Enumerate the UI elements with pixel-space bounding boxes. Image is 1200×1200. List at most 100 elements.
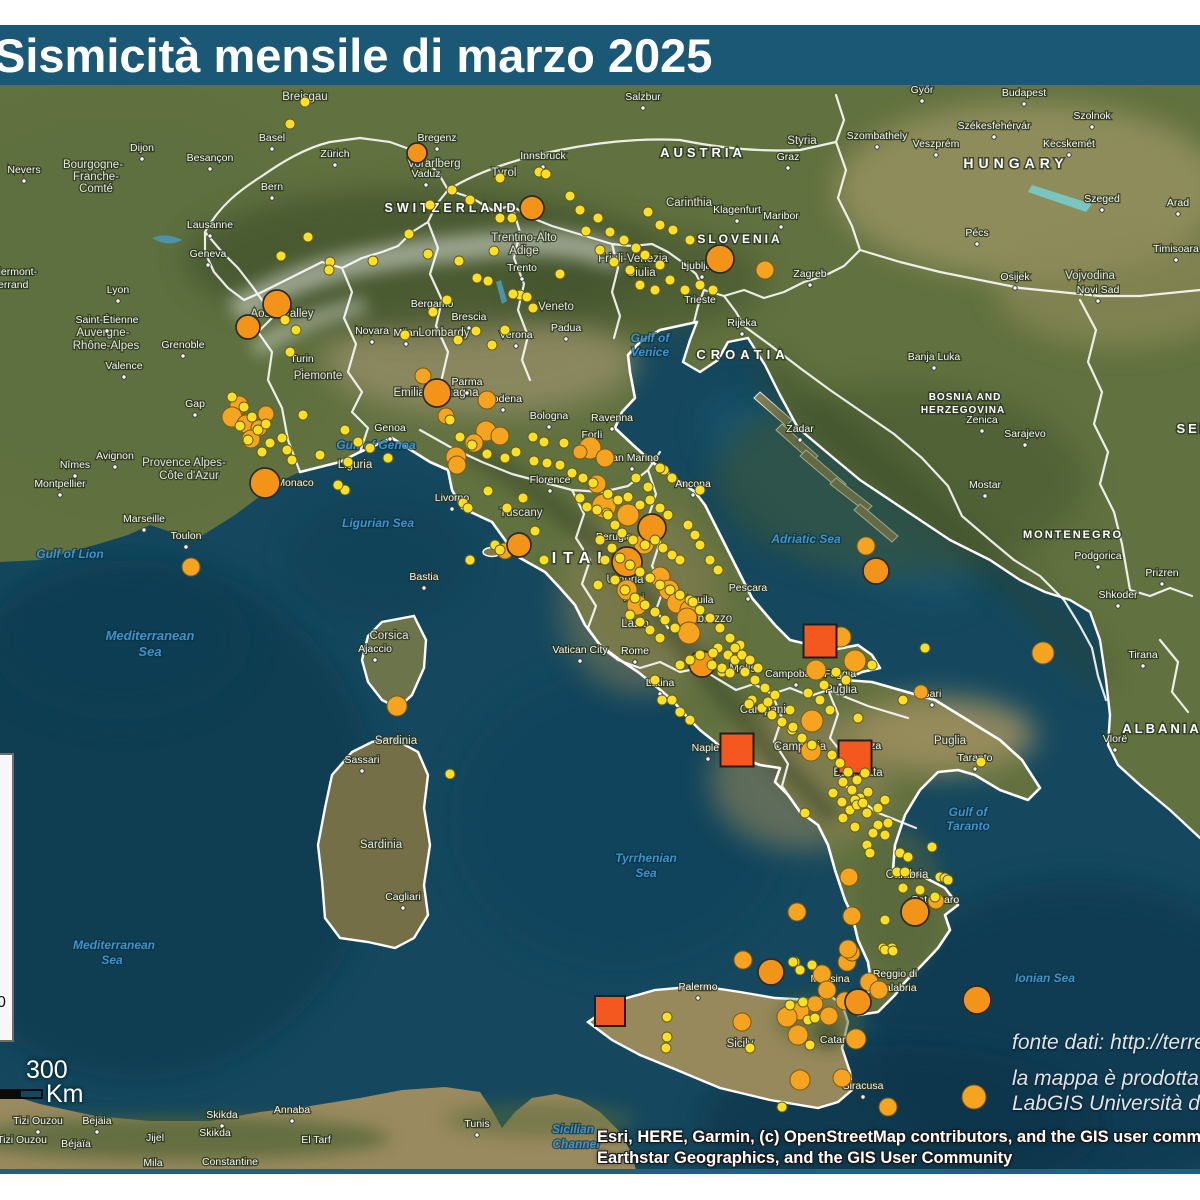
quake-marker-small (494, 212, 506, 224)
map-label-city: Pécs (965, 227, 988, 239)
city-dot (359, 768, 365, 774)
quake-marker-small (902, 851, 914, 863)
map-label-city: Cagliari (385, 891, 421, 903)
page-title: Sismicità mensile di marzo 2025 (0, 28, 713, 82)
earthquake-markers-layer (181, 96, 1055, 1117)
quake-marker-large (406, 142, 428, 164)
map-label-region: Vojvodina (1065, 270, 1115, 282)
quake-marker-small (842, 766, 854, 778)
quake-marker-small (644, 572, 656, 584)
quake-marker-small (630, 472, 642, 484)
map-label-city: Palermo (678, 981, 717, 993)
quake-marker-large (262, 289, 292, 319)
quake-marker-small (914, 884, 926, 896)
quake-marker-small (284, 346, 296, 358)
quake-marker-medium (755, 260, 775, 280)
quake-marker-small (510, 446, 522, 458)
map-credits: Esri, HERE, Garmin, (c) OpenStreetMap co… (597, 1127, 1200, 1169)
city-dot (519, 276, 525, 282)
quake-marker-small (614, 552, 626, 564)
quake-marker-medium (181, 557, 201, 577)
quake-marker-small (529, 525, 541, 537)
city-dot (699, 274, 705, 280)
city-dot (1022, 442, 1028, 448)
map-label-city: Zenica (966, 414, 998, 426)
quake-marker-small (592, 212, 604, 224)
quake-marker-large (757, 958, 785, 986)
quake-marker-small (879, 914, 891, 926)
quake-marker-small (276, 432, 288, 444)
quake-marker-small (837, 776, 849, 788)
city-dot (434, 146, 440, 152)
map-label-city: Parma (452, 376, 483, 388)
quake-marker-medium (386, 695, 408, 717)
coastline-balkans (681, 320, 1200, 840)
quake-marker-small (644, 624, 656, 636)
map-label-city: Trieste (684, 294, 716, 306)
quake-marker-small (762, 696, 774, 708)
quake-marker-small (367, 255, 379, 267)
map-label-sea: Ionian Sea (1015, 971, 1075, 985)
city-dot (1173, 257, 1179, 263)
city-dot (931, 365, 937, 371)
quake-marker-small (639, 539, 651, 551)
city-dot (474, 1132, 480, 1138)
quake-marker-small (634, 279, 646, 291)
map-label-country: SLOVENIA (697, 232, 782, 246)
quake-marker-small (679, 284, 691, 296)
map-label-city: Florence (530, 474, 571, 486)
quake-marker-small (521, 291, 533, 303)
city-dot (979, 428, 985, 434)
quake-marker-small (630, 242, 642, 254)
city-dot (690, 492, 696, 498)
quake-marker-small (594, 244, 606, 256)
quake-marker-small (494, 172, 506, 184)
city-dot (219, 1123, 225, 1129)
quake-marker-small (857, 797, 869, 809)
map-label-region: Adige (509, 245, 538, 257)
quake-marker-small (342, 456, 354, 468)
quake-marker-small (897, 694, 909, 706)
quake-marker-small (674, 554, 686, 566)
quake-marker-large (705, 244, 735, 274)
map-label-region: Auvergne- (76, 327, 129, 339)
quake-marker-small (694, 279, 706, 291)
quake-marker-small (887, 945, 899, 957)
quake-marker-medium (838, 939, 858, 959)
coastline-italy (298, 320, 1042, 1017)
quake-marker-small (682, 519, 694, 531)
quake-marker-small (427, 306, 439, 318)
quake-marker-small (654, 579, 666, 591)
quake-marker-small (624, 559, 636, 571)
map-label-city: Naples (692, 742, 725, 754)
city-dot (1095, 564, 1101, 570)
city-dot (464, 390, 470, 396)
quake-marker-small (499, 324, 511, 336)
map-label-country: SERBIA (1176, 421, 1200, 436)
credits-line-1: Esri, HERE, Garmin, (c) OpenStreetMap co… (597, 1128, 1200, 1146)
quake-marker-small (639, 599, 651, 611)
map-label-city: Prizren (1145, 567, 1178, 579)
map-label-region: Veneto (538, 301, 574, 313)
map-label-city: Salzbur (625, 91, 661, 103)
quake-marker-small (352, 436, 364, 448)
quake-marker-small (481, 448, 493, 460)
quake-marker-small (766, 709, 778, 721)
map-label-city: Vatican City (552, 644, 608, 656)
map-label-region: Puglia (934, 735, 967, 747)
map-label-sea: Gulf of Lion (36, 547, 103, 561)
scale-unit: Km (46, 1080, 84, 1108)
city-dot (837, 682, 843, 688)
quake-marker-small (769, 689, 781, 701)
city-dot (423, 182, 429, 188)
map-label-city: Siracusa (843, 1080, 884, 1092)
map-label-region: Puglia (825, 684, 858, 696)
quake-marker-small (290, 324, 302, 336)
quake-marker-small (424, 199, 436, 211)
quake-marker-medium (414, 367, 432, 385)
map-label-city: Monaco (276, 477, 314, 489)
quake-marker-small (464, 194, 476, 206)
quake-marker-medium (817, 980, 837, 1000)
quake-marker-small (422, 248, 434, 260)
quake-marker-small (942, 874, 954, 886)
